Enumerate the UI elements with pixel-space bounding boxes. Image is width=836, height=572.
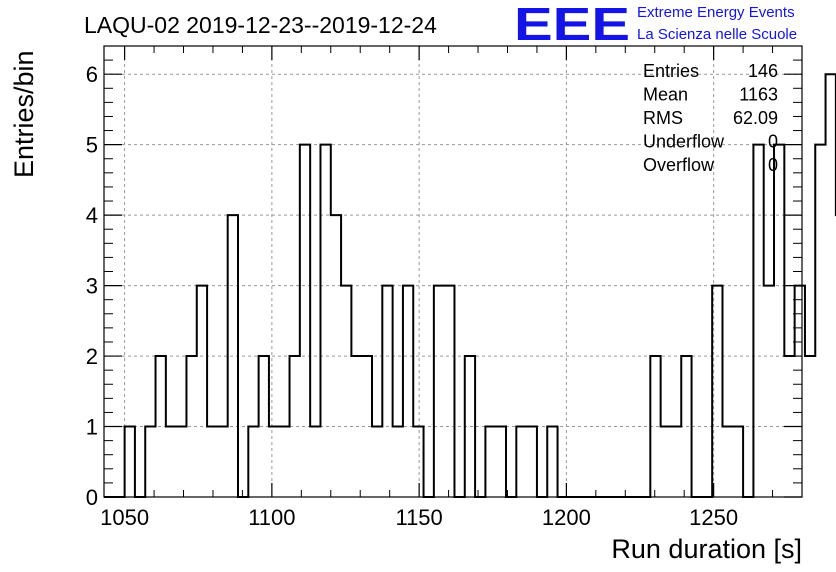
y-tick-label: 4 [86,203,98,228]
stats-value: 62.09 [733,108,778,128]
x-tick-label: 1200 [542,505,591,530]
x-tick-label: 1250 [689,505,738,530]
x-tick-label: 1050 [100,505,149,530]
y-axis-label: Entries/bin [9,50,39,178]
axis-ticks: 1050 1100 1150 1200 1250 0 1 2 3 4 5 6 [86,46,803,530]
logo-line-1: Extreme Energy Events [637,4,795,21]
x-tick-label: 1100 [248,505,295,530]
stats-value: 0 [768,132,778,152]
y-tick-label: 1 [86,415,98,440]
y-tick-label: 6 [86,62,98,87]
stats-label: Entries [643,61,699,81]
stats-value: 0 [768,155,778,175]
stats-value: 146 [748,61,778,81]
stats-label: Mean [643,85,688,105]
chart-title: LAQU-02 2019-12-23--2019-12-24 [84,12,437,38]
y-tick-label: 5 [86,133,98,158]
x-tick-label: 1150 [395,505,442,530]
stats-box: Entries 146 Mean 1163 RMS 62.09 Underflow 0 Over… [643,61,778,175]
stats-label: RMS [643,108,683,128]
y-tick-label: 0 [86,485,98,510]
logo-mark: EEE [514,0,630,50]
plot-frame [103,45,803,498]
grid [104,46,802,497]
x-axis-label: Run duration [s] [611,534,802,564]
y-tick-label: 3 [86,274,98,299]
y-tick-label: 2 [86,344,98,369]
stats-label: Underflow [643,132,725,152]
stats-label: Overflow [643,155,715,175]
stats-value: 1163 [739,85,778,105]
logo-line-2: La Scienza nelle Scuole [637,26,797,43]
